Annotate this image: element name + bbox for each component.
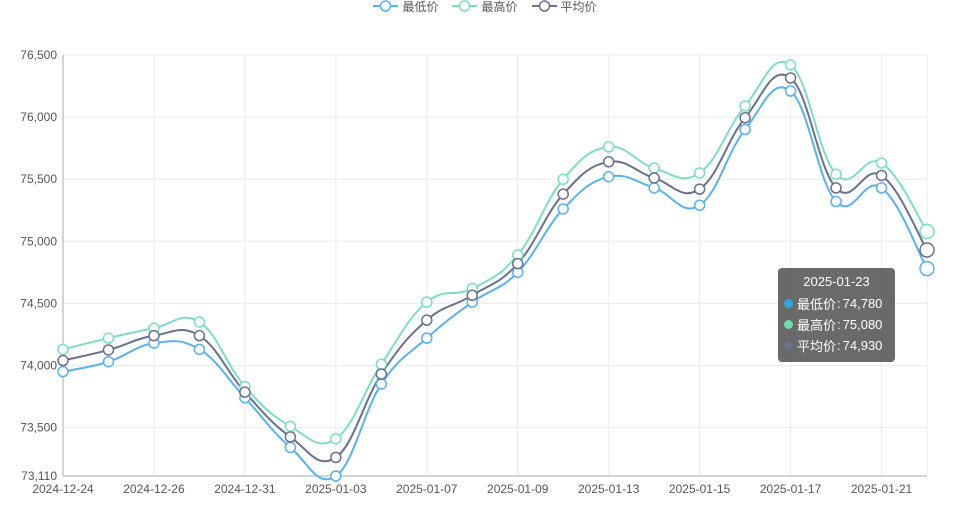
data-point-low bbox=[375, 378, 388, 390]
chart-tooltip: 2025-01-23 最低价: 74,780 最高价: 75,080 平均价: … bbox=[778, 268, 895, 362]
data-point-high bbox=[375, 358, 388, 370]
data-point-high bbox=[284, 420, 297, 433]
data-point-avg bbox=[830, 182, 842, 194]
data-point-avg bbox=[648, 172, 660, 184]
data-point-high bbox=[602, 141, 615, 153]
data-point-low bbox=[830, 195, 842, 208]
chart-grid bbox=[62, 54, 928, 477]
y-tick-label: 73,110 bbox=[21, 469, 57, 483]
data-point-low bbox=[602, 170, 615, 183]
x-tick-label: 2024-12-26 bbox=[123, 482, 185, 496]
data-point-avg bbox=[375, 368, 388, 380]
tooltip-dot-low bbox=[784, 299, 793, 308]
x-tick-label: 2025-01-07 bbox=[396, 482, 458, 496]
y-tick-label: 75,500 bbox=[20, 172, 57, 186]
y-tick-label: 75,000 bbox=[20, 234, 57, 248]
data-point-low bbox=[102, 355, 115, 368]
data-point-avg bbox=[919, 242, 935, 258]
data-point-low bbox=[919, 260, 935, 277]
legend-item-high[interactable]: 最高价 bbox=[452, 0, 518, 15]
data-point-high bbox=[919, 223, 935, 240]
data-point-avg bbox=[193, 329, 206, 342]
chart-axes: 73,110 73,500 74,000 74,500 75,000 75,500 76,0… bbox=[20, 48, 927, 496]
data-point-low bbox=[693, 199, 706, 212]
data-point-high bbox=[875, 157, 888, 169]
legend-item-low[interactable]: 最低价 bbox=[373, 0, 438, 15]
data-point-low bbox=[57, 365, 69, 378]
x-tick-label: 2025-01-15 bbox=[669, 482, 731, 496]
data-point-avg bbox=[421, 314, 433, 326]
tooltip-row-avg: 平均价: 74,930 bbox=[778, 335, 895, 356]
legend-marker-low bbox=[373, 0, 399, 12]
tooltip-row-high: 最高价: 75,080 bbox=[778, 314, 895, 335]
x-tick-label: 2025-01-17 bbox=[760, 482, 822, 496]
data-point-low bbox=[193, 343, 206, 356]
legend-label-low: 最低价 bbox=[402, 0, 439, 14]
data-point-low bbox=[784, 85, 797, 97]
data-point-high bbox=[693, 167, 706, 179]
data-point-high bbox=[57, 343, 69, 356]
x-tick-label: 2024-12-31 bbox=[214, 482, 276, 496]
chart-points bbox=[57, 59, 935, 482]
data-point-low bbox=[421, 332, 433, 344]
chart-legend: 最低价 最高价 平均价 bbox=[0, 0, 970, 14]
legend-label-high: 最高价 bbox=[481, 0, 518, 14]
data-point-avg bbox=[239, 386, 251, 398]
tooltip-dot-avg bbox=[784, 341, 793, 350]
data-point-low bbox=[284, 441, 297, 454]
data-point-avg bbox=[602, 156, 615, 168]
data-point-avg bbox=[284, 431, 297, 443]
y-tick-label: 76,500 bbox=[20, 48, 57, 62]
y-tick-label: 74,500 bbox=[20, 296, 57, 310]
tooltip-label-avg: 平均价 bbox=[797, 339, 837, 354]
legend-label-avg: 平均价 bbox=[560, 0, 597, 14]
data-point-low bbox=[648, 182, 660, 194]
data-point-avg bbox=[102, 344, 115, 356]
x-tick-label: 2024-12-24 bbox=[32, 482, 94, 496]
tooltip-title: 2025-01-23 bbox=[803, 274, 870, 289]
legend-item-avg[interactable]: 平均价 bbox=[531, 0, 597, 15]
y-tick-label: 73,500 bbox=[20, 421, 57, 435]
data-point-avg bbox=[330, 451, 342, 464]
x-tick-label: 2025-01-13 bbox=[578, 482, 640, 496]
tooltip-row-low: 最低价: 74,780 bbox=[778, 293, 895, 314]
tooltip-value-low: 74,780 bbox=[842, 296, 883, 311]
legend-marker-high bbox=[452, 0, 478, 12]
data-point-high bbox=[784, 59, 797, 71]
legend-marker-avg bbox=[531, 0, 557, 12]
y-tick-label: 76,000 bbox=[20, 110, 57, 124]
tooltip-value-avg: 74,930 bbox=[842, 338, 883, 353]
data-point-high bbox=[102, 332, 115, 344]
data-point-high bbox=[557, 173, 569, 185]
tooltip-dot-high bbox=[784, 320, 793, 329]
data-point-low bbox=[875, 182, 888, 194]
data-point-high bbox=[648, 162, 660, 174]
y-tick-label: 74,000 bbox=[20, 358, 57, 372]
x-tick-label: 2025-01-09 bbox=[487, 482, 549, 496]
tooltip-label-high: 最高价 bbox=[797, 318, 837, 333]
data-point-avg bbox=[784, 72, 797, 84]
data-point-high bbox=[739, 100, 751, 112]
data-point-avg bbox=[57, 354, 69, 367]
tooltip-label-low: 最低价 bbox=[797, 297, 837, 312]
data-point-avg bbox=[693, 183, 706, 195]
data-point-high bbox=[330, 432, 342, 445]
data-point-avg bbox=[875, 169, 888, 182]
data-point-avg bbox=[739, 111, 751, 124]
data-point-low bbox=[330, 470, 342, 482]
series-line-high bbox=[62, 60, 928, 445]
data-point-high bbox=[421, 296, 433, 308]
data-point-high bbox=[830, 168, 842, 180]
data-point-avg bbox=[557, 188, 569, 200]
data-point-avg bbox=[148, 329, 160, 342]
data-point-avg bbox=[466, 289, 479, 302]
data-point-avg bbox=[511, 257, 524, 270]
x-tick-label: 2025-01-21 bbox=[851, 482, 913, 496]
data-point-low bbox=[557, 203, 569, 215]
data-point-low bbox=[739, 123, 751, 136]
data-point-high bbox=[193, 316, 206, 328]
x-tick-label: 2025-01-03 bbox=[305, 482, 367, 496]
tooltip-value-high: 75,080 bbox=[842, 317, 883, 332]
